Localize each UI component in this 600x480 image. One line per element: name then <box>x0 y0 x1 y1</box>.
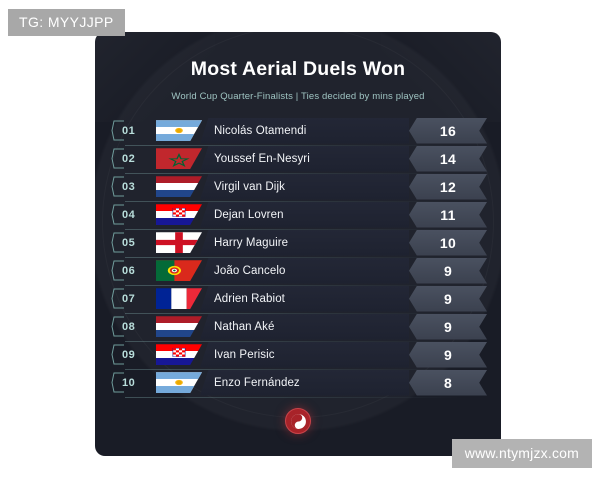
player-name-plate: Youssef En-Nesyri <box>200 146 409 172</box>
table-row[interactable]: 05 Harry Maguire 10 <box>111 230 487 258</box>
row-separator <box>125 284 461 286</box>
value-chip: 9 <box>409 342 487 368</box>
duels-won-value: 8 <box>443 374 453 391</box>
table-row[interactable]: 08 Nathan Aké 9 <box>111 314 487 342</box>
player-name: Enzo Fernández <box>214 376 300 389</box>
rank-label: 02 <box>122 152 136 165</box>
row-separator <box>125 172 461 174</box>
flag-icon-netherlands <box>156 176 202 198</box>
flag-icon-portugal <box>156 260 202 282</box>
row-separator <box>125 200 461 202</box>
flag-icon-argentina <box>156 372 202 394</box>
flag-icon-croatia <box>156 344 202 366</box>
duels-won-value: 9 <box>443 262 453 279</box>
player-name-plate: Nathan Aké <box>200 314 409 340</box>
value-chip: 9 <box>409 286 487 312</box>
yin-yang-logo-icon <box>285 408 311 434</box>
player-name: Harry Maguire <box>214 236 289 249</box>
rank-label: 06 <box>122 264 136 277</box>
table-row[interactable]: 10 Enzo Fernández 8 <box>111 370 487 398</box>
value-chip: 16 <box>409 118 487 144</box>
player-name: Virgil van Dijk <box>214 180 285 193</box>
flag-icon-england <box>156 232 202 254</box>
row-separator <box>125 228 461 230</box>
flag-icon-morocco <box>156 148 202 170</box>
flag-icon-argentina <box>156 120 202 142</box>
duels-won-value: 9 <box>443 346 453 363</box>
duels-won-value: 9 <box>443 290 453 307</box>
player-name: Youssef En-Nesyri <box>214 152 310 165</box>
row-separator <box>125 312 461 314</box>
rank-label: 10 <box>122 376 136 389</box>
duels-won-value: 14 <box>439 150 457 167</box>
player-name: Dejan Lovren <box>214 208 284 221</box>
player-name-plate: Adrien Rabiot <box>200 286 409 312</box>
rank-label: 04 <box>122 208 136 221</box>
flag-icon-netherlands <box>156 316 202 338</box>
table-row[interactable]: 04 Dejan Lovren 11 <box>111 202 487 230</box>
tg-badge: TG: MYYJJPP <box>8 9 125 36</box>
player-name-plate: Dejan Lovren <box>200 202 409 228</box>
rank-label: 07 <box>122 292 136 305</box>
card-header: Most Aerial Duels Won World Cup Quarter-… <box>95 32 501 102</box>
player-name: Ivan Perisic <box>214 348 275 361</box>
rank-label: 09 <box>122 348 136 361</box>
value-chip: 11 <box>409 202 487 228</box>
duels-won-value: 10 <box>439 234 457 251</box>
value-chip: 12 <box>409 174 487 200</box>
value-chip: 8 <box>409 370 487 396</box>
player-name: João Cancelo <box>214 264 286 277</box>
player-name-plate: Nicolás Otamendi <box>200 118 409 144</box>
player-name: Nathan Aké <box>214 320 275 333</box>
row-separator <box>125 368 461 370</box>
value-chip: 10 <box>409 230 487 256</box>
duels-won-value: 9 <box>443 318 453 335</box>
flag-icon-croatia <box>156 204 202 226</box>
value-chip: 9 <box>409 314 487 340</box>
duels-won-value: 11 <box>440 206 456 223</box>
value-chip: 14 <box>409 146 487 172</box>
player-name: Nicolás Otamendi <box>214 124 307 137</box>
row-separator <box>125 144 461 146</box>
stat-card: Most Aerial Duels Won World Cup Quarter-… <box>95 32 501 456</box>
watermark: www.ntymjzx.com <box>451 439 592 468</box>
rank-label: 01 <box>122 124 136 137</box>
table-row[interactable]: 09 Ivan Perisic 9 <box>111 342 487 370</box>
player-name-plate: João Cancelo <box>200 258 409 284</box>
table-row[interactable]: 01 Nicolás Otamendi 16 <box>111 118 487 146</box>
rank-label: 08 <box>122 320 136 333</box>
value-chip: 9 <box>409 258 487 284</box>
row-separator <box>125 396 461 398</box>
rank-label: 05 <box>122 236 136 249</box>
player-name-plate: Harry Maguire <box>200 230 409 256</box>
row-separator <box>125 340 461 342</box>
table-row[interactable]: 02 Youssef En-Nesyri 14 <box>111 146 487 174</box>
card-footer <box>95 408 501 434</box>
page-title: Most Aerial Duels Won <box>190 58 406 80</box>
table-row[interactable]: 07 Adrien Rabiot 9 <box>111 286 487 314</box>
card-subtitle: World Cup Quarter-Finalists | Ties decid… <box>171 91 425 102</box>
player-name: Adrien Rabiot <box>214 292 285 305</box>
table-row[interactable]: 03 Virgil van Dijk 12 <box>111 174 487 202</box>
row-separator <box>125 256 461 258</box>
player-name-plate: Ivan Perisic <box>200 342 409 368</box>
flag-icon-france <box>156 288 202 310</box>
player-name-plate: Enzo Fernández <box>200 370 409 396</box>
player-name-plate: Virgil van Dijk <box>200 174 409 200</box>
table-row[interactable]: 06 João Cancelo 9 <box>111 258 487 286</box>
duels-won-value: 16 <box>439 122 457 139</box>
rank-label: 03 <box>122 180 136 193</box>
duels-won-value: 12 <box>439 178 457 195</box>
ranking-list: 01 Nicolás Otamendi 16 02 Youssef En-Ne <box>95 118 501 398</box>
